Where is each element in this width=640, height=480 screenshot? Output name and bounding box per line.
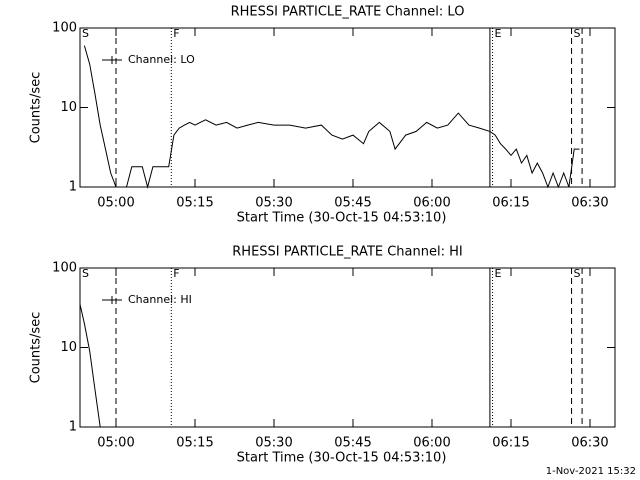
event-label: F [173,267,179,280]
y-tick-label: 1 [69,420,77,435]
x-tick-label: 05:15 [176,436,213,451]
x-axis-label: Start Time (30-Oct-15 04:53:10) [237,211,447,226]
x-tick-label: 06:30 [571,436,608,451]
x-tick-label: 06:00 [413,196,450,211]
data-line [83,45,580,189]
chart-title: RHESSI PARTICLE_RATE Channel: LO [231,5,465,20]
footer: 1-Nov-2021 15:32 [546,466,636,477]
x-tick-label: 05:30 [255,196,292,211]
x-tick-label: 05:00 [97,436,134,451]
x-tick-label: 06:00 [413,436,450,451]
x-tick-label: 05:45 [334,436,371,451]
y-tick-label: 10 [60,340,77,355]
plot-frame [79,267,616,428]
x-tick-label: 06:15 [492,436,529,451]
x-axis-label: Start Time (30-Oct-15 04:53:10) [237,451,447,466]
x-tick-label: 06:30 [571,196,608,211]
x-tick-label: 05:30 [255,436,292,451]
y-tick-label: 1 [69,180,77,195]
event-label: F [173,27,179,40]
plot-frame [79,27,616,188]
data-line [79,304,101,428]
event-label: S [574,27,581,40]
x-tick-label: 06:15 [492,196,529,211]
y-tick-label: 10 [60,100,77,115]
y-tick-label: 100 [52,21,77,36]
chart-title: RHESSI PARTICLE_RATE Channel: HI [232,245,462,260]
event-label: S [82,267,89,280]
event-label: S [574,267,581,280]
legend-label: Channel: LO [128,53,195,66]
x-tick-label: 05:45 [334,196,371,211]
y-tick-label: 100 [52,261,77,276]
x-tick-label: 05:15 [176,196,213,211]
event-label: E [495,267,502,280]
x-tick-label: 05:00 [97,196,134,211]
event-label: E [495,27,502,40]
y-axis-label: Counts/sec [29,72,44,144]
event-label: S [82,27,89,40]
y-axis-label: Counts/sec [29,312,44,384]
legend-label: Channel: HI [128,293,192,306]
